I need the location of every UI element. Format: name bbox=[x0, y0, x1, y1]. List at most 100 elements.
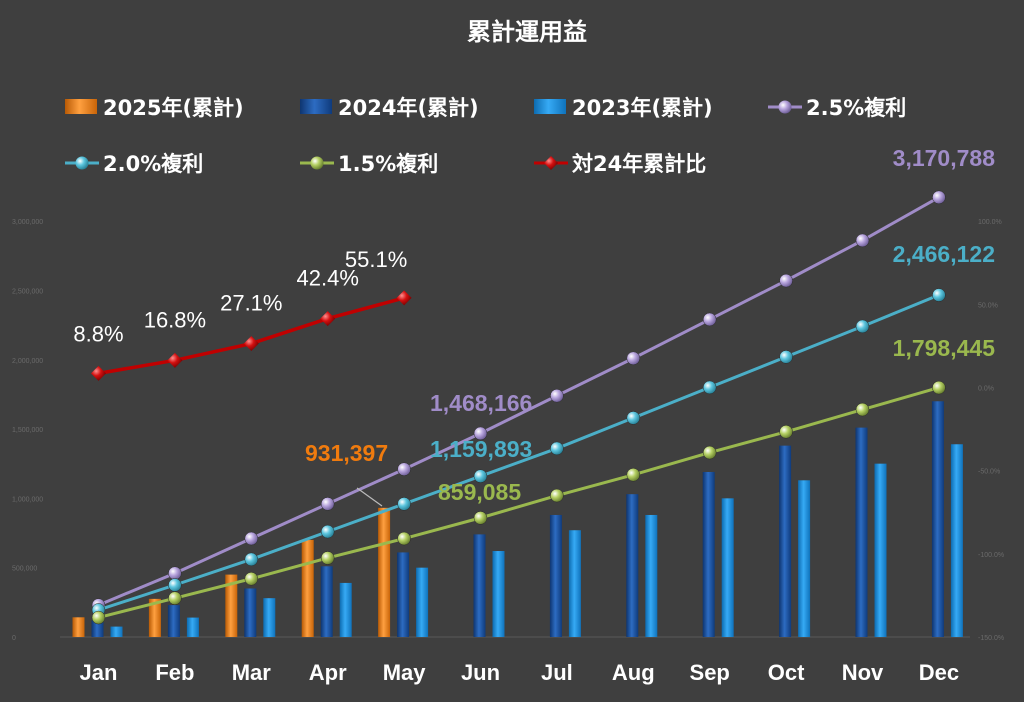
data-label-2-0-dec: 2,466,122 bbox=[893, 241, 995, 267]
ratio-label: 27.1% bbox=[220, 291, 282, 316]
bar-2024-mar bbox=[244, 588, 257, 637]
point-ratio-jan bbox=[91, 365, 106, 381]
legend-label: 2.0%複利 bbox=[103, 152, 203, 176]
point-1-5-jun bbox=[473, 511, 488, 525]
x-label-jun: Jun bbox=[461, 660, 500, 685]
x-label-feb: Feb bbox=[155, 660, 194, 685]
point-1-5-aug bbox=[626, 468, 641, 482]
bar-2024-feb bbox=[167, 605, 180, 637]
point-2-5-aug bbox=[626, 351, 641, 366]
y-tick-label: 3,000,000 bbox=[12, 219, 43, 226]
bar-2024-sep bbox=[702, 471, 715, 637]
x-label-nov: Nov bbox=[842, 660, 884, 685]
x-label-mar: Mar bbox=[232, 660, 272, 685]
point-1-5-may bbox=[397, 531, 411, 546]
bar-2023-jun bbox=[492, 551, 505, 637]
y-tick-label: 1,500,000 bbox=[12, 427, 43, 434]
bar-2024-jul bbox=[549, 514, 562, 637]
legend: 2025年(累計) 2024年(累計) 2023年(累計) 2.5%複利 2.0%複利 1… bbox=[65, 96, 906, 176]
bar-2023-mar bbox=[263, 598, 276, 637]
x-axis-tick-labels: Jan Feb Mar Apr May Jun Jul Aug Sep Oct Nov Dec bbox=[80, 660, 960, 685]
bar-2024-oct bbox=[779, 445, 792, 637]
point-2-5-oct bbox=[779, 273, 793, 288]
point-2-0-dec bbox=[932, 288, 946, 302]
y2-tick-label: -150.0% bbox=[978, 635, 1004, 642]
line-2-0 bbox=[98, 293, 940, 612]
legend-label: 対24年累計比 bbox=[572, 152, 706, 176]
legend-label: 2.5%複利 bbox=[806, 96, 906, 120]
bar-2023-feb bbox=[186, 617, 199, 637]
y-axis-tick-labels: 0 500,000 1,000,000 1,500,000 2,000,000 2,500… bbox=[12, 219, 43, 642]
bar-2023-dec bbox=[950, 444, 963, 637]
point-2-0-jun bbox=[473, 469, 488, 483]
bar-2023-jan bbox=[110, 626, 123, 637]
y-tick-label: 2,000,000 bbox=[12, 358, 43, 365]
y2-tick-label: 50.0% bbox=[978, 302, 998, 309]
y2-tick-label: -100.0% bbox=[978, 552, 1004, 559]
data-label-2025-may: 931,397 bbox=[305, 440, 388, 466]
point-2-5-feb bbox=[168, 566, 182, 580]
y-tick-label: 1,000,000 bbox=[12, 496, 43, 503]
point-1-5-feb bbox=[168, 591, 182, 605]
y2-tick-label: -50.0% bbox=[978, 469, 1000, 476]
bar-2025-apr bbox=[301, 539, 314, 637]
ratio-label: 42.4% bbox=[297, 266, 359, 291]
x-label-jan: Jan bbox=[80, 660, 118, 685]
point-2-0-mar bbox=[244, 552, 259, 567]
bar-2023-aug bbox=[645, 514, 658, 637]
line-1-5 bbox=[98, 386, 940, 620]
bar-2025-mar bbox=[225, 574, 238, 637]
leader-line bbox=[356, 487, 383, 507]
point-2-0-feb bbox=[168, 578, 182, 592]
point-2-0-nov bbox=[855, 319, 870, 334]
point-ratio-mar bbox=[243, 336, 259, 352]
ratio-label: 8.8% bbox=[73, 321, 123, 346]
legend-item-2023: 2023年(累計) bbox=[534, 96, 713, 120]
chart-title: 累計運用益 bbox=[467, 18, 587, 46]
point-1-5-mar bbox=[244, 572, 259, 586]
ratio-label: 16.8% bbox=[144, 307, 206, 332]
bar-2024-jan bbox=[91, 620, 104, 637]
bar-series bbox=[72, 401, 963, 637]
data-labels: 8.8% 16.8% 27.1% 42.4%55.1% 931,397 1,468,166… bbox=[73, 145, 996, 507]
legend-label: 2023年(累計) bbox=[572, 96, 713, 120]
y-tick-label: 2,500,000 bbox=[12, 289, 43, 296]
legend-label: 2025年(累計) bbox=[103, 96, 244, 120]
point-2-5-nov bbox=[855, 233, 870, 248]
x-label-jul: Jul bbox=[541, 660, 573, 685]
point-ratio-may bbox=[396, 290, 412, 306]
bar-2024-jun bbox=[473, 534, 486, 637]
legend-item-2024: 2024年(累計) bbox=[300, 96, 479, 120]
bar-2024-aug bbox=[626, 494, 639, 637]
point-2-5-may bbox=[397, 462, 411, 476]
point-2-5-jul bbox=[550, 388, 564, 403]
data-label-2-5-dec: 3,170,788 bbox=[893, 145, 996, 171]
x-label-aug: Aug bbox=[612, 660, 655, 685]
point-2-0-jul bbox=[550, 441, 564, 456]
x-label-oct: Oct bbox=[768, 660, 805, 685]
legend-swatch bbox=[65, 99, 97, 114]
data-label-2-5-jun: 1,468,166 bbox=[430, 390, 532, 416]
bar-2024-may bbox=[397, 552, 410, 637]
x-label-dec: Dec bbox=[919, 660, 959, 685]
point-2-5-mar bbox=[244, 531, 259, 546]
y2-tick-label: 0.0% bbox=[978, 386, 994, 393]
bar-2025-may bbox=[378, 507, 391, 637]
legend-marker bbox=[75, 156, 89, 170]
legend-item-1-5: 1.5%複利 bbox=[300, 152, 438, 176]
legend-item-24: 対24年累計比 bbox=[534, 152, 706, 176]
point-2-5-jun bbox=[473, 426, 488, 441]
point-2-0-may bbox=[397, 497, 411, 511]
point-1-5-oct bbox=[779, 425, 793, 439]
bar-2023-sep bbox=[721, 498, 734, 637]
bar-2024-nov bbox=[855, 427, 868, 637]
point-1-5-jul bbox=[550, 488, 564, 503]
point-2-0-oct bbox=[779, 350, 793, 364]
x-label-sep: Sep bbox=[690, 660, 730, 685]
bar-2023-may bbox=[416, 567, 429, 637]
point-2-5-dec bbox=[932, 190, 946, 205]
legend-marker bbox=[310, 156, 324, 170]
bar-2023-apr bbox=[339, 582, 352, 637]
data-label-1-5-jun: 859,085 bbox=[438, 479, 521, 505]
